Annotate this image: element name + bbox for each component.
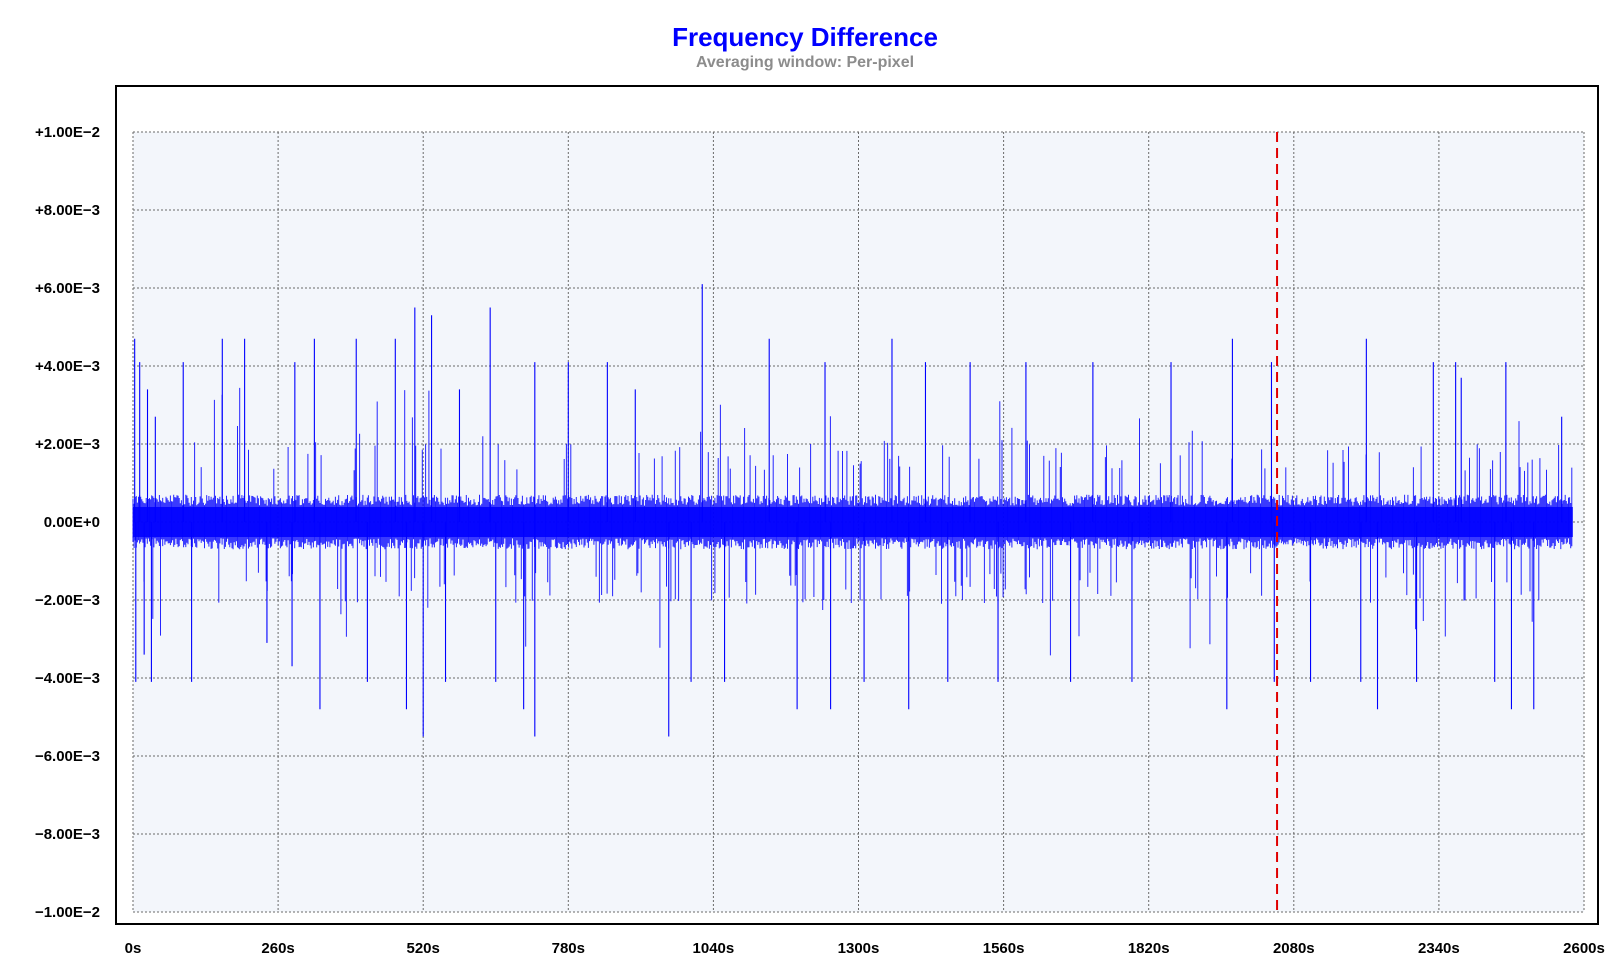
y-axis-ticks: +1.00E−2 +8.00E−3 +6.00E−3 +4.00E−3 +2.00E−3…	[35, 124, 100, 921]
chart-subtitle: Averaging window: Per-pixel	[695, 54, 915, 71]
y-tick-label: −8.00E−3	[35, 826, 100, 843]
x-tick-label: 1820s	[1128, 940, 1170, 957]
y-tick-label: +4.00E−3	[35, 358, 100, 375]
y-tick-label: −6.00E−3	[35, 748, 100, 765]
signal-series	[132, 284, 1573, 737]
chart-title: Frequency Difference	[672, 22, 938, 52]
x-tick-label: 1040s	[693, 940, 735, 957]
y-tick-label: +6.00E−3	[35, 280, 100, 297]
x-axis-ticks: 0s 260s 520s 780s 1040s 1300s 1560s 1820s 2080s 2…	[125, 940, 1605, 957]
x-tick-label: 260s	[261, 940, 294, 957]
x-tick-label: 1560s	[983, 940, 1025, 957]
x-tick-label: 2340s	[1418, 940, 1460, 957]
y-tick-label: 0.00E+0	[44, 514, 100, 531]
x-tick-label: 780s	[552, 940, 585, 957]
y-tick-label: −2.00E−3	[35, 592, 100, 609]
y-tick-label: +1.00E−2	[35, 124, 100, 141]
y-tick-label: −1.00E−2	[35, 904, 100, 921]
x-tick-label: 2080s	[1273, 940, 1315, 957]
y-tick-label: +8.00E−3	[35, 202, 100, 219]
y-tick-label: −4.00E−3	[35, 670, 100, 687]
x-tick-label: 0s	[125, 940, 142, 957]
x-tick-label: 1300s	[838, 940, 880, 957]
x-tick-label: 2600s	[1563, 940, 1605, 957]
x-tick-label: 520s	[407, 940, 440, 957]
y-tick-label: +2.00E−3	[35, 436, 100, 453]
signal-core-band	[133, 506, 1573, 538]
